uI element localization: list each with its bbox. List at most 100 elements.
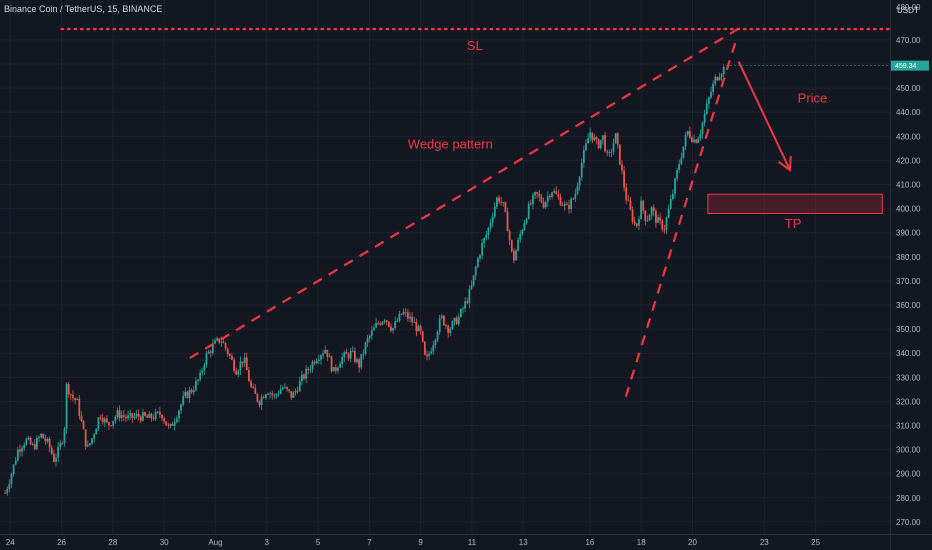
candle-body bbox=[284, 386, 286, 388]
candle-body bbox=[33, 443, 36, 449]
candle-body bbox=[167, 425, 170, 427]
candle-body bbox=[347, 353, 350, 359]
candle-body bbox=[572, 198, 575, 200]
price-tick-label: 430.00 bbox=[896, 132, 921, 141]
candle-body bbox=[330, 356, 333, 372]
candle-body bbox=[434, 339, 437, 346]
candle-body bbox=[241, 361, 244, 364]
candle-body bbox=[413, 321, 416, 323]
candle-body bbox=[699, 133, 702, 139]
candle-body bbox=[105, 418, 108, 423]
candle-body bbox=[133, 416, 136, 418]
candle-body bbox=[644, 210, 647, 222]
candle-body bbox=[500, 201, 503, 203]
candle-body bbox=[205, 353, 208, 365]
candle-body bbox=[42, 433, 45, 439]
price-tick-label: 390.00 bbox=[896, 229, 921, 238]
candle-body bbox=[515, 250, 517, 261]
time-tick-label: Aug bbox=[208, 538, 222, 547]
candle-body bbox=[10, 473, 13, 484]
symbol-title: Binance Coin / TetherUS, 15, BINANCE bbox=[4, 4, 163, 14]
candle-body bbox=[40, 433, 43, 438]
candle-body bbox=[313, 361, 316, 364]
candle-body bbox=[161, 414, 163, 419]
candle-body bbox=[216, 338, 219, 341]
candle-body bbox=[254, 387, 257, 394]
candle-body bbox=[714, 76, 717, 84]
candle-body bbox=[188, 389, 191, 399]
price-tick-label: 440.00 bbox=[896, 108, 921, 117]
take-profit-label: TP bbox=[785, 216, 802, 231]
candle-body bbox=[93, 434, 96, 439]
candle-body bbox=[345, 352, 348, 354]
candle-body bbox=[36, 437, 38, 449]
candle-body bbox=[557, 194, 560, 197]
candle-body bbox=[529, 203, 532, 205]
candle-body bbox=[661, 220, 664, 230]
candle-body bbox=[426, 354, 428, 357]
candle-body bbox=[195, 381, 197, 391]
candle-body bbox=[46, 438, 49, 442]
candle-body bbox=[97, 417, 100, 429]
candle-body bbox=[404, 311, 407, 313]
candle-body bbox=[4, 493, 7, 494]
time-axis[interactable]: 24 26 28 30 Aug 3 5 7 9 11 13 16 18 20 23 25 bbox=[0, 534, 932, 548]
candle-body bbox=[671, 193, 674, 200]
time-tick-label: 7 bbox=[367, 538, 372, 547]
candle-body bbox=[657, 217, 659, 223]
candle-body bbox=[237, 370, 240, 375]
candle-body bbox=[519, 233, 522, 240]
candle-body bbox=[436, 331, 439, 340]
candle-body bbox=[339, 364, 341, 368]
candle-body bbox=[559, 196, 562, 206]
candle-body bbox=[720, 74, 723, 78]
candle-body bbox=[538, 193, 541, 197]
candle-body bbox=[610, 151, 613, 153]
candle-body bbox=[398, 313, 401, 322]
candle-body bbox=[691, 137, 693, 142]
price-arrow-shaft bbox=[737, 61, 791, 171]
candle-body bbox=[131, 413, 134, 418]
candle-body bbox=[311, 361, 314, 370]
candle-body bbox=[542, 202, 545, 208]
candle-body bbox=[707, 97, 710, 104]
candle-body bbox=[654, 211, 657, 223]
candle-body bbox=[137, 413, 140, 417]
candle-body bbox=[125, 416, 127, 419]
candle-body bbox=[222, 341, 225, 344]
candle-body bbox=[67, 383, 70, 395]
price-tick-label: 470.00 bbox=[896, 36, 921, 45]
candle-body bbox=[203, 364, 206, 371]
candle-body bbox=[553, 191, 556, 193]
candle-body bbox=[277, 393, 280, 395]
candle-body bbox=[532, 195, 534, 205]
time-tick-label: 18 bbox=[637, 538, 646, 547]
candle-body bbox=[122, 415, 125, 417]
candle-body bbox=[317, 359, 320, 361]
price-axis[interactable]: 270.00 280.00 290.00 300.00 310.00 320.00 330.… bbox=[890, 0, 930, 550]
candle-body bbox=[76, 398, 79, 400]
candle-body bbox=[498, 197, 500, 202]
candle-body bbox=[328, 356, 331, 358]
candle-body bbox=[680, 157, 683, 164]
candle-body bbox=[353, 350, 356, 362]
candle-body bbox=[506, 211, 509, 232]
candle-body bbox=[182, 396, 185, 405]
candle-body bbox=[370, 330, 373, 336]
candle-body bbox=[239, 361, 242, 371]
candle-body bbox=[184, 391, 187, 397]
candle-body bbox=[362, 353, 365, 355]
price-tick-label: 340.00 bbox=[896, 349, 921, 358]
candle-body bbox=[449, 328, 452, 333]
candle-body bbox=[337, 367, 339, 371]
candle-body bbox=[169, 423, 172, 427]
candle-body bbox=[674, 178, 676, 194]
candle-body bbox=[44, 438, 47, 442]
candle-body bbox=[523, 223, 526, 230]
candle-body bbox=[273, 394, 276, 396]
candle-body bbox=[360, 354, 363, 368]
candle-body bbox=[428, 353, 430, 357]
price-tick-label: 310.00 bbox=[896, 422, 921, 431]
candle-body bbox=[84, 429, 87, 447]
